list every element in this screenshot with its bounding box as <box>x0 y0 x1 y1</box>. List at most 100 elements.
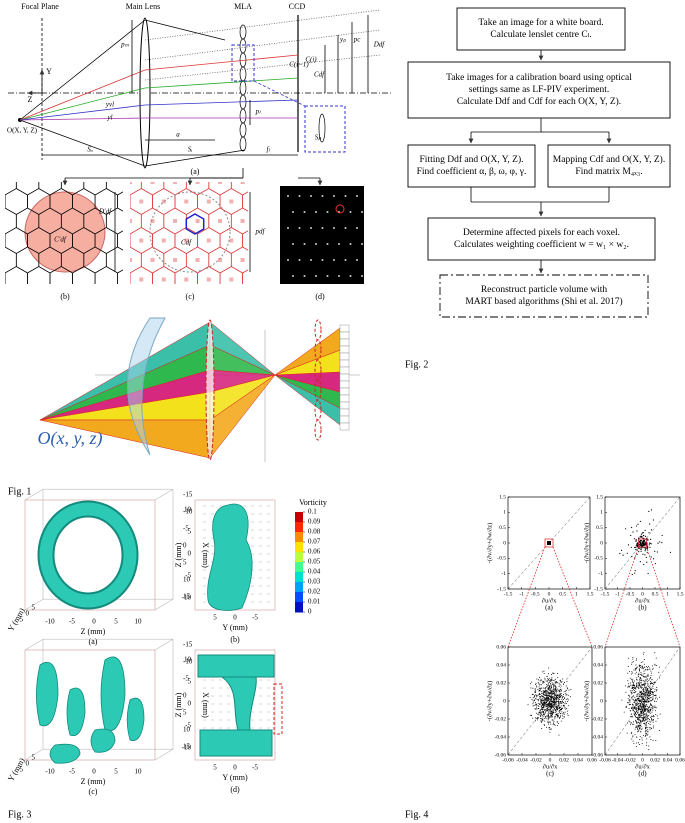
x-tick-label: -0.04 <box>612 757 624 763</box>
point <box>560 689 562 691</box>
point <box>545 711 547 713</box>
point <box>648 665 650 667</box>
point <box>554 703 556 705</box>
point <box>652 695 654 697</box>
point <box>635 525 638 527</box>
point <box>554 704 556 706</box>
point <box>655 696 657 698</box>
point <box>538 690 540 692</box>
box-edge <box>154 748 174 761</box>
point <box>652 694 654 696</box>
point <box>637 673 639 675</box>
vortex-blob <box>36 661 59 727</box>
tick-label: 0 <box>188 700 192 708</box>
point <box>563 682 565 684</box>
sensor-pixel <box>339 408 350 417</box>
hexagon <box>243 150 266 176</box>
point <box>628 702 630 704</box>
point <box>631 690 633 692</box>
hexagon <box>5 182 17 196</box>
point <box>638 715 640 717</box>
point <box>538 698 540 700</box>
zoom-box <box>304 105 346 153</box>
dimension-label: Sᵢ <box>188 146 193 154</box>
main-lens-3d <box>127 317 166 456</box>
point <box>642 712 644 714</box>
point <box>546 698 548 700</box>
point <box>550 712 552 714</box>
point <box>534 708 536 710</box>
point <box>546 715 548 717</box>
point <box>647 699 649 701</box>
point <box>631 678 633 680</box>
point <box>632 661 634 663</box>
point <box>635 684 637 686</box>
point <box>646 548 649 550</box>
point <box>643 712 645 714</box>
point <box>654 691 656 693</box>
point <box>641 667 643 669</box>
point <box>645 686 647 688</box>
x-tick-label: -0.02 <box>624 757 636 763</box>
point <box>656 687 658 689</box>
pixel <box>240 182 245 184</box>
point <box>626 702 628 704</box>
point <box>652 707 654 709</box>
point <box>630 690 632 692</box>
vortex-ring <box>39 502 137 608</box>
plot-box <box>24 499 156 611</box>
point <box>541 691 543 693</box>
point <box>646 730 648 732</box>
point <box>641 727 643 729</box>
point <box>535 698 537 700</box>
point <box>566 707 568 709</box>
vortex-blob <box>207 503 253 611</box>
hexagon <box>15 182 40 196</box>
point <box>552 680 554 682</box>
point <box>537 679 539 681</box>
point <box>636 716 638 718</box>
point <box>535 690 537 692</box>
point <box>648 692 650 694</box>
point <box>650 688 652 690</box>
zoom-box <box>638 538 647 548</box>
ray <box>144 19 226 41</box>
point <box>653 716 655 718</box>
point <box>568 689 570 691</box>
pixel <box>274 317 278 321</box>
point <box>548 716 550 718</box>
point <box>639 668 641 670</box>
point <box>649 729 651 731</box>
point <box>640 702 642 704</box>
point <box>549 701 551 703</box>
point <box>645 535 647 537</box>
point <box>560 688 562 690</box>
point <box>634 715 636 717</box>
sensor-pixel <box>339 415 350 424</box>
lenslet-spot <box>349 243 352 245</box>
point <box>643 695 645 697</box>
point <box>550 705 552 707</box>
point <box>546 697 548 699</box>
point <box>560 690 562 692</box>
point <box>553 684 555 686</box>
point <box>553 705 555 707</box>
point <box>637 693 639 695</box>
point <box>543 687 545 689</box>
x-tick-label: -0.04 <box>516 757 528 763</box>
point <box>645 729 647 731</box>
point <box>630 534 632 537</box>
tick-label: 5 <box>32 754 36 762</box>
x-tick-label: -1 <box>519 591 524 597</box>
point <box>649 668 651 670</box>
point <box>540 697 542 699</box>
step-text: Find matrix M₄ₓ₃. <box>575 167 642 177</box>
sensor-pixel <box>339 394 350 403</box>
point <box>642 690 644 692</box>
tick-label: -10 <box>183 658 193 666</box>
point <box>644 730 646 732</box>
point <box>557 699 559 701</box>
point <box>637 721 639 723</box>
point <box>649 724 651 726</box>
point <box>645 688 647 690</box>
